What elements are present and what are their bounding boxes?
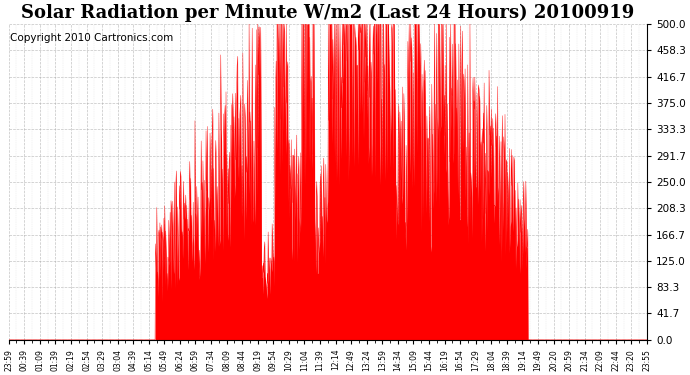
Title: Solar Radiation per Minute W/m2 (Last 24 Hours) 20100919: Solar Radiation per Minute W/m2 (Last 24… xyxy=(21,4,634,22)
Text: Copyright 2010 Cartronics.com: Copyright 2010 Cartronics.com xyxy=(10,33,173,44)
